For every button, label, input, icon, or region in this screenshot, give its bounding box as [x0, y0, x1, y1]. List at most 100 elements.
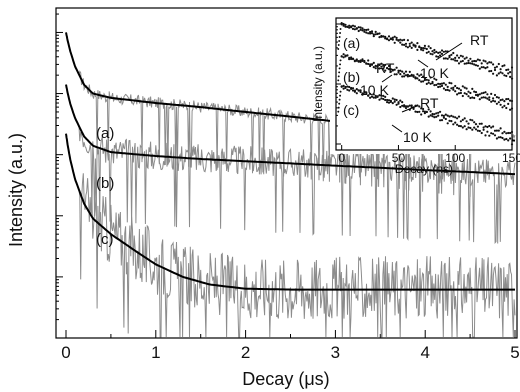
inset-point [444, 57, 447, 60]
inset-point [399, 105, 402, 109]
inset-point [351, 89, 355, 92]
inset-point [399, 73, 402, 76]
inset-point [452, 51, 455, 55]
inset-point [456, 86, 459, 90]
inset-point [493, 68, 497, 72]
inset-point [391, 36, 394, 39]
inset-point [427, 115, 430, 118]
inset-point [338, 36, 341, 38]
inset-point [501, 72, 504, 75]
inset-point [461, 126, 464, 129]
inset-point [459, 120, 462, 123]
inset-point [404, 45, 408, 48]
inset-point [510, 130, 514, 134]
inset-point [425, 110, 428, 114]
inset-point [346, 88, 349, 91]
inset-point [439, 110, 442, 113]
inset-point [420, 46, 423, 50]
inset-point [488, 70, 491, 73]
inset-point [463, 125, 466, 128]
inset-point [435, 115, 438, 118]
inset-point [454, 56, 457, 60]
inset-point [478, 67, 481, 70]
inset-point [420, 80, 423, 83]
inset-point [429, 52, 432, 55]
curve-label-b: (b) [96, 175, 114, 192]
inset-point [361, 29, 364, 32]
inset-point [457, 62, 461, 65]
inset-point [374, 94, 377, 97]
inset-point [357, 60, 360, 63]
inset-point [393, 41, 396, 44]
inset-x-tick-label: 100 [445, 151, 465, 165]
inset-point [357, 29, 360, 33]
inset-point [439, 119, 442, 122]
inset-point [507, 68, 510, 71]
inset-point [439, 82, 442, 86]
inset-point [337, 44, 340, 46]
inset-label-rt-c: RT [420, 95, 439, 111]
inset-point [442, 82, 445, 85]
inset-point [431, 115, 434, 118]
inset-point [403, 75, 406, 78]
inset-point [484, 96, 487, 99]
inset-point [450, 120, 453, 123]
inset-point [420, 73, 423, 76]
inset-point [488, 96, 491, 99]
inset-point [410, 104, 413, 107]
inset-point [382, 97, 385, 101]
inset-point [401, 43, 404, 46]
inset-label-10k-c: 10 K [403, 129, 432, 145]
inset-point [339, 32, 341, 34]
inset-point [450, 58, 453, 61]
inset-point [505, 137, 508, 141]
inset-point [344, 55, 347, 58]
inset-point [484, 91, 487, 94]
inset-point [446, 114, 449, 117]
inset-point [372, 61, 375, 64]
inset-point [461, 118, 464, 121]
inset-point [399, 69, 402, 72]
inset-point [372, 33, 375, 36]
inset-point [422, 47, 425, 50]
inset-point [363, 91, 366, 94]
inset-point [355, 88, 358, 91]
inset-point [376, 95, 379, 98]
inset-point [509, 99, 512, 102]
inset-point [380, 94, 383, 97]
inset-point [490, 92, 493, 95]
inset-point [406, 105, 409, 108]
inset-point [510, 143, 514, 146]
inset-point [463, 86, 466, 89]
inset-point [461, 94, 464, 98]
inset-point [431, 112, 434, 116]
inset-point [342, 84, 345, 87]
inset-point [418, 79, 421, 82]
inset-point [478, 93, 481, 96]
inset-point [476, 58, 479, 61]
inset-point [384, 63, 387, 66]
inset-point [387, 39, 391, 42]
inset-point [401, 39, 404, 42]
inset-point [382, 64, 385, 67]
inset-point [357, 89, 360, 92]
inset-point [482, 128, 485, 131]
inset-point [431, 50, 434, 53]
inset-point [448, 115, 451, 118]
inset-point [393, 68, 396, 71]
inset-point [399, 99, 402, 102]
inset-point [389, 68, 392, 71]
inset-leader-10k-a [417, 59, 429, 68]
inset-point [420, 48, 423, 51]
inset-point [382, 67, 385, 70]
x-axis-title: Decay (μs) [242, 369, 329, 389]
inset-point [337, 75, 340, 78]
inset-point [510, 99, 514, 103]
inset-point [370, 63, 374, 66]
inset-point [346, 85, 349, 88]
inset-point [403, 38, 406, 42]
inset-point [365, 62, 368, 65]
inset-point [484, 60, 487, 63]
inset-point [427, 45, 430, 48]
inset-point [437, 85, 440, 89]
